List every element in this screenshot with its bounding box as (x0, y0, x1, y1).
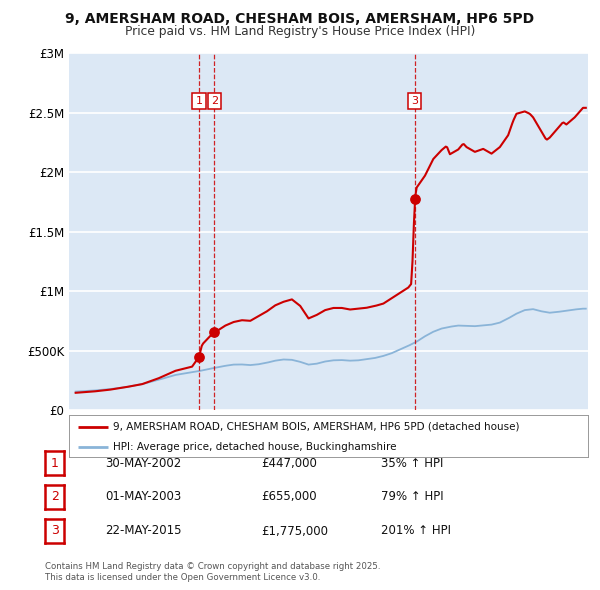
Point (410, 194, 419, 204)
Text: 22-MAY-2015: 22-MAY-2015 (105, 525, 182, 537)
Text: Contains HM Land Registry data © Crown copyright and database right 2025.: Contains HM Land Registry data © Crown c… (45, 562, 380, 571)
Text: HPI: Average price, detached house, Buckinghamshire: HPI: Average price, detached house, Buck… (113, 442, 397, 451)
Text: Price paid vs. HM Land Registry's House Price Index (HPI): Price paid vs. HM Land Registry's House … (125, 25, 475, 38)
Text: £1,775,000: £1,775,000 (261, 525, 328, 537)
Text: 2: 2 (211, 96, 218, 106)
Text: 9, AMERSHAM ROAD, CHESHAM BOIS, AMERSHAM, HP6 5PD: 9, AMERSHAM ROAD, CHESHAM BOIS, AMERSHAM… (65, 12, 535, 26)
Text: 201% ↑ HPI: 201% ↑ HPI (381, 525, 451, 537)
Text: 3: 3 (50, 525, 59, 537)
Text: This data is licensed under the Open Government Licence v3.0.: This data is licensed under the Open Gov… (45, 573, 320, 582)
Text: 79% ↑ HPI: 79% ↑ HPI (381, 490, 443, 503)
Text: 01-MAY-2003: 01-MAY-2003 (105, 490, 181, 503)
Text: 1: 1 (50, 457, 59, 470)
Text: £655,000: £655,000 (261, 490, 317, 503)
Text: £447,000: £447,000 (261, 457, 317, 470)
Text: 35% ↑ HPI: 35% ↑ HPI (381, 457, 443, 470)
Text: 30-MAY-2002: 30-MAY-2002 (105, 457, 181, 470)
Text: 1: 1 (196, 96, 202, 106)
Point (194, 352, 204, 362)
Text: 3: 3 (412, 96, 418, 106)
Point (209, 327, 219, 337)
Text: 2: 2 (50, 490, 59, 503)
Text: 9, AMERSHAM ROAD, CHESHAM BOIS, AMERSHAM, HP6 5PD (detached house): 9, AMERSHAM ROAD, CHESHAM BOIS, AMERSHAM… (113, 422, 520, 432)
